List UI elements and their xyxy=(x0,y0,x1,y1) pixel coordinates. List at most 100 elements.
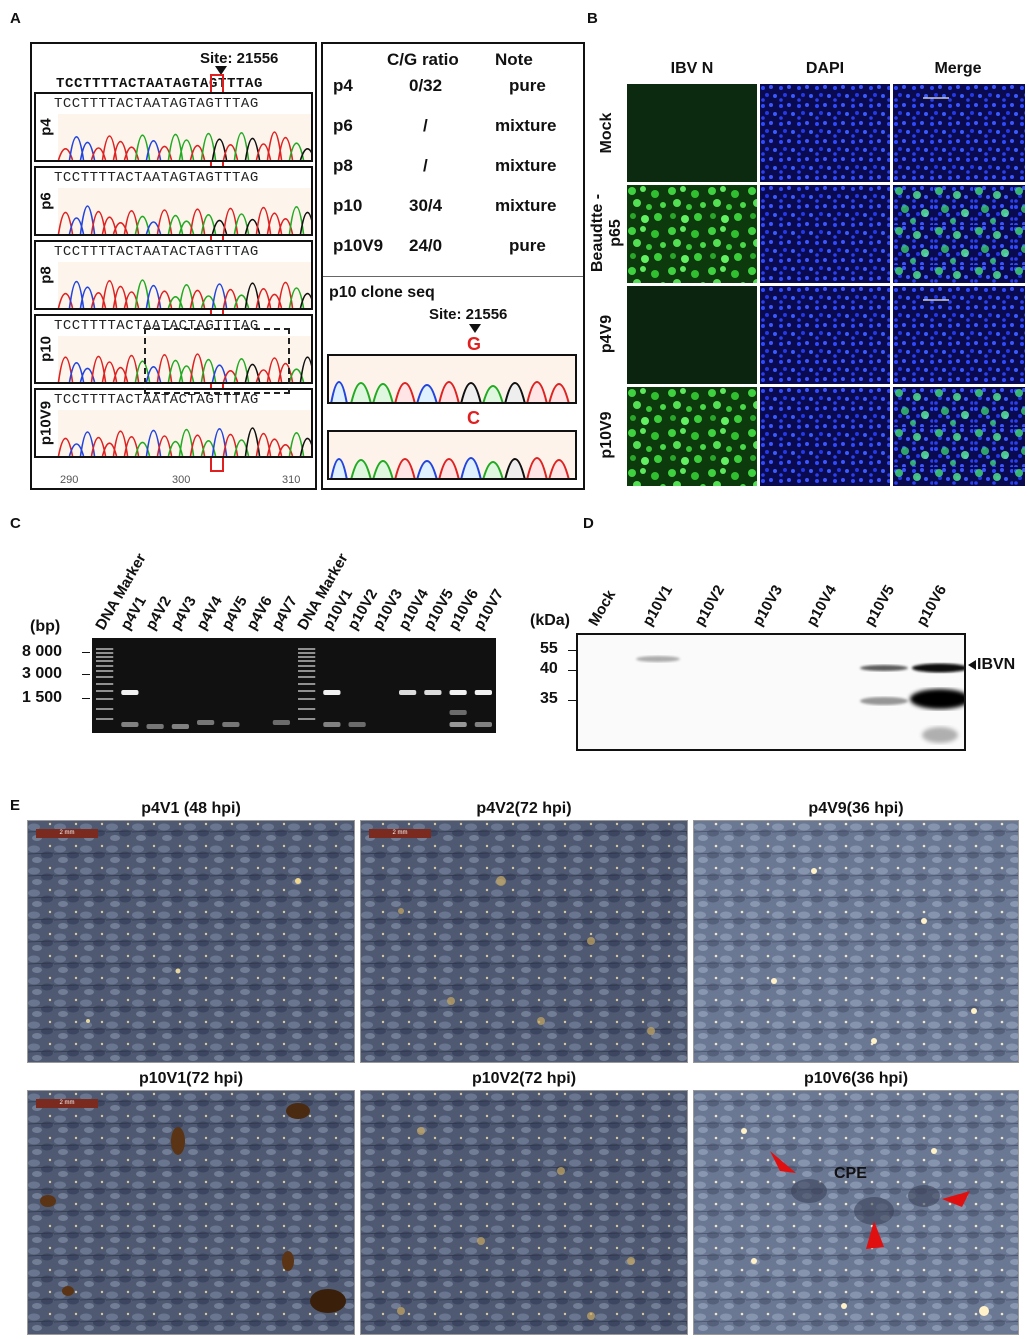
marker-band xyxy=(96,698,114,700)
trace-label-text: p8 xyxy=(37,266,55,284)
reference-sequence: TCCTTTTACTAATAGTAGTTTAG xyxy=(56,76,264,92)
trace-peak xyxy=(145,221,162,234)
agarose-gel xyxy=(92,638,496,733)
cpe-arrow-icon xyxy=(770,1151,796,1173)
dna-band xyxy=(146,724,164,729)
ratio-sample: p10V9 xyxy=(333,236,384,255)
scale-bar: 2 mm xyxy=(369,829,431,838)
micro-title: p4V1 (48 hpi) xyxy=(141,800,241,817)
micrograph-p4v1: 2 mm xyxy=(27,820,355,1063)
ratio-value: / xyxy=(423,156,428,175)
ratio-sample: p8 xyxy=(333,156,353,175)
panel-b-letter: B xyxy=(587,10,598,27)
dna-band xyxy=(272,720,290,725)
gel-lane-label: p4V4 xyxy=(192,593,226,633)
trace-peak xyxy=(167,440,184,456)
trace-peak xyxy=(90,147,107,160)
dna-band xyxy=(474,722,492,727)
gel-size-1500: 1 500 xyxy=(22,689,63,706)
clone-base-c: C xyxy=(467,408,480,428)
sequencing-trace: p4 TCCTTTTACTAATAGTAGTTTAG xyxy=(34,92,313,162)
marker-band xyxy=(298,708,316,710)
fl-mock-ibvn xyxy=(627,84,757,182)
trace-peak xyxy=(134,441,151,456)
micro-title: p4V2(72 hpi) xyxy=(476,800,572,817)
marker-band xyxy=(298,656,316,658)
panel-e-letter: E xyxy=(10,797,21,814)
gel-tick-1500 xyxy=(82,698,90,699)
panel-a-right-box: C/G ratio Note p4 0/32 pure p6 / mixture… xyxy=(321,42,585,490)
fl-p4v9-dapi xyxy=(760,286,890,384)
marker-band xyxy=(96,683,114,685)
site-label: Site: 21556 xyxy=(200,50,279,67)
fl-p4v9-ibvn xyxy=(627,286,757,384)
trace-peak xyxy=(79,367,96,382)
marker-band xyxy=(96,670,114,672)
dna-band xyxy=(197,720,215,725)
ratio-sample: p10 xyxy=(333,196,363,215)
mixture-highlight-box xyxy=(144,328,290,394)
marker-band xyxy=(298,660,316,662)
western-blot-image xyxy=(636,656,970,743)
fl-p10v9-ibvn xyxy=(627,387,757,486)
wb-lane-label: Mock xyxy=(585,587,620,629)
ratio-note: mixture xyxy=(495,156,557,175)
ratio-value: 0/32 xyxy=(409,76,443,95)
header-ratio: C/G ratio xyxy=(387,50,459,69)
trace-peak xyxy=(68,443,85,456)
trace-peak xyxy=(255,143,272,160)
panel-c-letter: C xyxy=(10,515,21,532)
ratio-value: 30/4 xyxy=(409,196,443,215)
clone-site-arrow-icon xyxy=(469,324,481,333)
ratio-note: mixture xyxy=(495,196,557,215)
trace-label-text: p6 xyxy=(37,192,55,210)
micrograph-p10v2 xyxy=(360,1090,688,1335)
micrograph-p10v6: CPE xyxy=(693,1090,1019,1335)
dna-band xyxy=(474,690,492,695)
ratio-value: / xyxy=(423,116,428,135)
ratio-value: 24/0 xyxy=(409,236,443,255)
col-label-merge: Merge xyxy=(934,60,982,77)
trace-peak xyxy=(244,218,261,234)
clone-trace-g-chromatogram xyxy=(329,356,575,402)
wb-size-55: 55 xyxy=(540,640,558,657)
dna-band xyxy=(121,722,139,727)
marker-band xyxy=(298,698,316,700)
chromatogram xyxy=(57,336,311,382)
trace-peak xyxy=(123,291,140,308)
trace-sequence: TCCTTTTACTAATACTAGTTTAG xyxy=(54,318,259,334)
dna-band xyxy=(424,690,442,695)
trace-peak xyxy=(277,444,294,456)
trace-sequence: TCCTTTTACTAATAGTAGTTTAG xyxy=(54,96,259,112)
marker-band xyxy=(298,718,316,720)
wb-lane-label: p10V6 xyxy=(913,582,951,629)
header-note: Note xyxy=(495,50,533,69)
ibvn-band-label: IBVN xyxy=(977,656,1016,673)
trace-peak xyxy=(68,217,85,234)
wb-lane-label: p10V4 xyxy=(803,582,841,629)
trace-peak xyxy=(145,366,162,382)
trace-peak xyxy=(189,144,206,160)
trace-peak xyxy=(233,294,250,308)
clone-base-g: G xyxy=(467,334,482,354)
trace-peak xyxy=(222,370,239,382)
trace-peak xyxy=(211,219,228,234)
gel-lane-label: p4V2 xyxy=(142,593,176,633)
dna-band xyxy=(171,724,189,729)
divider xyxy=(323,276,583,277)
gel-lane-label: p4V7 xyxy=(268,593,302,633)
ratio-sample: p6 xyxy=(333,116,353,135)
trace-peak xyxy=(288,368,305,382)
trace-peak xyxy=(299,148,311,160)
wb-tick-40 xyxy=(568,670,576,671)
fl-mock-merge xyxy=(893,84,1025,182)
clone-trace-c-chromatogram xyxy=(329,432,575,478)
col-label-dapi: DAPI xyxy=(805,60,845,77)
sequencing-trace: p8 TCCTTTTACTAATACTAGTTTAG xyxy=(34,240,313,310)
wb-tick-35 xyxy=(568,700,576,701)
ibvn-arrow-icon xyxy=(968,660,976,670)
trace-peak xyxy=(101,442,118,456)
axis-tick-290: 290 xyxy=(60,474,79,486)
trace-peak xyxy=(200,295,217,308)
micro-title: p4V9(36 hpi) xyxy=(808,800,904,817)
